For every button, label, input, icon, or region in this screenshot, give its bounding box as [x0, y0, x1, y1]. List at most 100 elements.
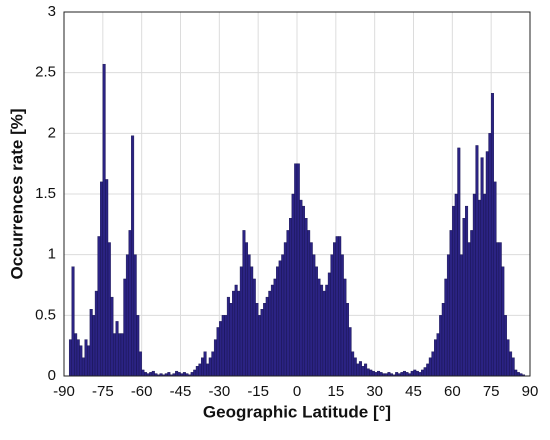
bar: [201, 357, 204, 377]
x-axis-title: Geographic Latitude [°]: [203, 402, 391, 421]
bar: [276, 266, 280, 377]
bar: [340, 254, 344, 377]
bar: [423, 367, 427, 377]
bar: [470, 230, 474, 377]
bar: [100, 181, 104, 377]
bar: [351, 351, 355, 377]
x-tick-label: -45: [170, 383, 192, 400]
bar: [125, 254, 129, 377]
bar: [312, 254, 316, 377]
bar: [377, 370, 381, 377]
bar: [239, 266, 243, 377]
bar: [335, 236, 339, 377]
bar: [296, 163, 300, 377]
y-tick-label: 1: [48, 246, 56, 263]
bar: [219, 321, 223, 377]
bar: [74, 333, 78, 377]
bar: [371, 370, 375, 377]
bar: [107, 242, 111, 377]
bar: [263, 303, 267, 377]
x-tick-label: -75: [92, 383, 114, 400]
bar: [421, 369, 425, 377]
bar: [221, 315, 225, 377]
bar: [273, 278, 277, 377]
bar: [260, 309, 264, 377]
bar: [270, 284, 274, 377]
bar: [97, 236, 101, 377]
bar: [488, 133, 492, 377]
y-tick-label: 1.5: [35, 185, 56, 202]
bar: [480, 157, 484, 377]
bar: [478, 199, 482, 377]
bar: [345, 303, 349, 377]
bar: [237, 290, 241, 377]
bar: [462, 218, 466, 377]
bar: [252, 278, 256, 377]
x-tick-label: 90: [522, 383, 539, 400]
bar: [516, 372, 520, 377]
bar: [151, 370, 155, 377]
bar: [268, 290, 272, 377]
bar: [485, 151, 489, 377]
bar: [138, 351, 142, 377]
bar: [410, 370, 414, 377]
bar: [278, 260, 282, 377]
bar: [325, 284, 329, 377]
bar: [265, 296, 269, 377]
bar: [257, 315, 261, 377]
bar: [498, 242, 502, 377]
bar: [333, 242, 337, 377]
bar: [454, 193, 458, 377]
bar: [343, 278, 347, 377]
bar: [79, 345, 83, 377]
bar: [501, 266, 505, 377]
bar: [327, 272, 331, 377]
bar: [190, 372, 194, 377]
bar: [465, 205, 469, 377]
bar: [387, 372, 391, 377]
x-tick-label: -90: [53, 383, 75, 400]
bar: [452, 205, 456, 377]
x-tick-label: 75: [483, 383, 500, 400]
bar: [68, 339, 72, 377]
bar: [105, 179, 109, 377]
bar: [115, 321, 119, 377]
bar: [133, 254, 137, 377]
bar: [511, 357, 515, 377]
bar: [358, 361, 362, 377]
bar: [338, 236, 342, 377]
bar: [112, 333, 116, 377]
bar: [402, 370, 406, 377]
bar: [131, 135, 135, 377]
bar: [247, 254, 251, 377]
bar: [149, 372, 153, 377]
bar: [120, 333, 124, 377]
bar: [232, 290, 236, 377]
bar: [426, 363, 430, 377]
bar: [441, 303, 445, 377]
bar: [379, 372, 383, 377]
bar: [123, 278, 127, 377]
bar: [304, 218, 308, 377]
bar: [314, 266, 318, 377]
bar: [418, 372, 422, 377]
x-tick-label: 15: [327, 383, 344, 400]
bar: [496, 242, 500, 377]
bar: [436, 333, 440, 377]
y-tick-label: 0: [48, 367, 56, 384]
bar: [255, 303, 259, 377]
bar: [286, 230, 290, 377]
bar: [182, 372, 186, 377]
bar: [309, 242, 313, 377]
bar: [459, 254, 463, 377]
bar: [229, 303, 233, 377]
bar: [415, 370, 419, 377]
bar: [136, 315, 140, 377]
y-axis-title: Occurrences rate [%]: [7, 108, 26, 279]
bar: [281, 254, 285, 377]
bar: [195, 366, 199, 377]
x-tick-label: 30: [366, 383, 383, 400]
bar: [444, 278, 448, 377]
